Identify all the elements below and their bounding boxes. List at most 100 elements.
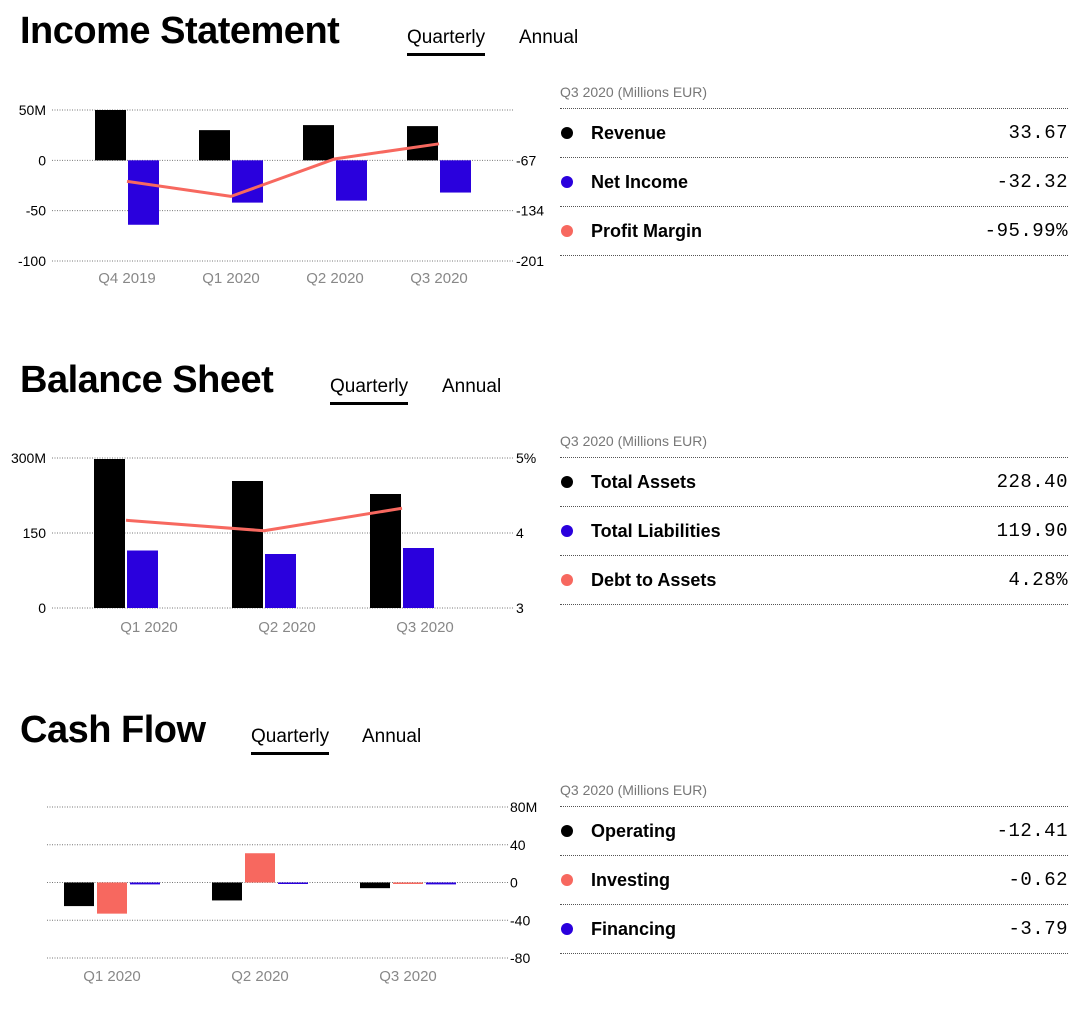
tab-quarterly[interactable]: Quarterly bbox=[407, 27, 486, 56]
y-tick-label-right: 5% bbox=[516, 450, 536, 466]
line-debt-to-assets bbox=[125, 506, 403, 533]
bar-financing bbox=[130, 882, 160, 885]
legend-label: Total Liabilities bbox=[591, 520, 721, 541]
y-tick-label-right: -134 bbox=[516, 203, 544, 219]
legend-label: Profit Margin bbox=[591, 220, 702, 241]
balance-sheet-section: Balance Sheet Quarterly Annual 300M 150 0 5… bbox=[0, 349, 1080, 679]
y-tick-label: 0 bbox=[38, 600, 46, 616]
legend-value: -95.99% bbox=[984, 220, 1068, 242]
legend-dot bbox=[561, 825, 573, 837]
legend-dot bbox=[561, 127, 573, 139]
y-tick-label-right: -40 bbox=[510, 912, 530, 928]
legend-value: 33.67 bbox=[1008, 122, 1068, 144]
legend-dot bbox=[561, 525, 573, 537]
panel-header: Q3 2020 (Millions EUR) bbox=[560, 433, 708, 449]
y-tick-label: 50M bbox=[19, 102, 46, 118]
x-tick-label: Q1 2020 bbox=[83, 968, 141, 985]
income-chart: 50M 0 -50 -100 -67 -134 -201 Q4 2019 Q1 2020 Q2 2… bbox=[18, 102, 544, 287]
y-tick-label-right: 40 bbox=[510, 837, 526, 853]
bar-net-income bbox=[128, 160, 159, 225]
x-tick-label: Q1 2020 bbox=[202, 270, 260, 287]
legend-value: -0.62 bbox=[1008, 869, 1068, 891]
y-tick-label-right: 3 bbox=[516, 600, 524, 616]
bar-investing bbox=[393, 882, 423, 884]
x-tick-label: Q3 2020 bbox=[379, 968, 437, 985]
bar-investing bbox=[97, 882, 127, 914]
legend-row-revenue: Revenue 33.67 bbox=[560, 108, 1068, 157]
x-tick-label: Q1 2020 bbox=[120, 619, 178, 636]
y-tick-label-right: 80M bbox=[510, 799, 537, 815]
balance-panel: Q3 2020 (Millions EUR) Total Assets 228.… bbox=[560, 433, 1068, 605]
legend-label: Net Income bbox=[591, 171, 689, 192]
legend-row-net-income: Net Income -32.32 bbox=[560, 157, 1068, 206]
section-title: Income Statement bbox=[20, 10, 340, 52]
bar-total-assets bbox=[232, 481, 263, 608]
legend-row-total-liabilities: Total Liabilities 119.90 bbox=[560, 506, 1068, 555]
cash-flow-section: Cash Flow Quarterly Annual 80M 40 0 -40 -80 Q… bbox=[0, 699, 1080, 1029]
y-tick-label: 150 bbox=[23, 525, 47, 541]
legend-value: -12.41 bbox=[996, 820, 1068, 842]
bar-total-liabilities bbox=[403, 548, 434, 608]
bar-net-income bbox=[232, 160, 263, 203]
y-tick-label: 300M bbox=[11, 450, 46, 466]
legend-dot bbox=[561, 225, 573, 237]
panel-header: Q3 2020 (Millions EUR) bbox=[560, 84, 708, 100]
y-tick-label-right: 4 bbox=[516, 525, 524, 541]
legend-label: Operating bbox=[591, 820, 677, 841]
legend-row-debt-to-assets: Debt to Assets 4.28% bbox=[560, 555, 1068, 605]
legend-row-profit-margin: Profit Margin -95.99% bbox=[560, 206, 1068, 256]
balance-chart: 300M 150 0 5% 4 3 Q1 2020 Q2 2020 Q3 2020 bbox=[11, 450, 536, 636]
income-panel: Q3 2020 (Millions EUR) Revenue 33.67 Net… bbox=[560, 84, 1068, 256]
bar-net-income bbox=[440, 160, 471, 193]
y-tick-label-right: 0 bbox=[510, 875, 518, 891]
bar-net-income bbox=[336, 160, 367, 201]
y-tick-label: -100 bbox=[18, 253, 46, 269]
legend-value: 119.90 bbox=[996, 520, 1068, 542]
bar-operating bbox=[212, 882, 242, 901]
y-tick-label-right: -67 bbox=[516, 152, 536, 168]
bar-revenue bbox=[303, 125, 334, 161]
bar-financing bbox=[426, 882, 456, 885]
legend-dot bbox=[561, 874, 573, 886]
legend-row-total-assets: Total Assets 228.40 bbox=[560, 457, 1068, 506]
section-title: Balance Sheet bbox=[20, 359, 274, 401]
legend-dot bbox=[561, 574, 573, 586]
income-statement-section: Income Statement Quarterly Annual 50M 0 -5… bbox=[0, 0, 1080, 330]
bar-revenue bbox=[95, 110, 126, 161]
tab-quarterly[interactable]: Quarterly bbox=[251, 726, 330, 755]
legend-value: 4.28% bbox=[1008, 569, 1068, 591]
tab-annual[interactable]: Annual bbox=[442, 376, 502, 397]
y-tick-label-right: -80 bbox=[510, 950, 530, 966]
x-tick-label: Q2 2020 bbox=[258, 619, 316, 636]
tab-annual[interactable]: Annual bbox=[519, 27, 579, 48]
x-tick-label: Q2 2020 bbox=[231, 968, 289, 985]
x-tick-label: Q3 2020 bbox=[396, 619, 454, 636]
bar-revenue bbox=[199, 130, 230, 161]
bar-financing bbox=[278, 882, 308, 884]
legend-row-financing: Financing -3.79 bbox=[560, 904, 1068, 954]
line-profit-margin bbox=[126, 142, 440, 198]
legend-value: 228.40 bbox=[996, 471, 1068, 493]
legend-row-investing: Investing -0.62 bbox=[560, 855, 1068, 904]
y-tick-label: -50 bbox=[26, 203, 46, 219]
x-tick-label: Q4 2019 bbox=[98, 270, 156, 287]
bar-total-liabilities bbox=[127, 550, 158, 608]
bar-operating bbox=[360, 882, 390, 889]
x-tick-label: Q3 2020 bbox=[410, 270, 468, 287]
tab-annual[interactable]: Annual bbox=[362, 726, 422, 747]
x-tick-label: Q2 2020 bbox=[306, 270, 364, 287]
legend-label: Investing bbox=[591, 869, 671, 890]
legend-label: Total Assets bbox=[591, 471, 697, 492]
panel-header: Q3 2020 (Millions EUR) bbox=[560, 782, 708, 798]
bar-operating bbox=[64, 882, 94, 907]
y-tick-label: 0 bbox=[38, 152, 46, 168]
legend-row-operating: Operating -12.41 bbox=[560, 806, 1068, 855]
cash-flow-chart: 80M 40 0 -40 -80 Q1 2020 Q2 2020 Q3 2020 bbox=[47, 799, 537, 985]
legend-label: Financing bbox=[591, 918, 676, 939]
y-tick-label-right: -201 bbox=[516, 253, 544, 269]
legend-label: Debt to Assets bbox=[591, 569, 717, 590]
tab-quarterly[interactable]: Quarterly bbox=[330, 376, 409, 405]
legend-value: -32.32 bbox=[996, 171, 1068, 193]
bar-total-assets bbox=[94, 459, 125, 608]
legend-dot bbox=[561, 923, 573, 935]
